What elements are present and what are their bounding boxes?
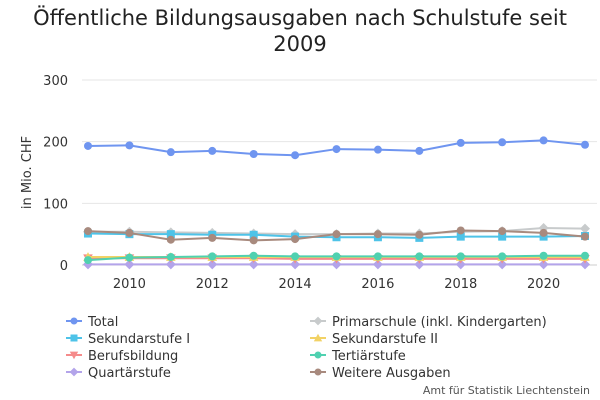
legend-label-weitere-ausgaben: Weitere Ausgaben	[332, 366, 451, 381]
y-tick-label-300: 300	[43, 74, 68, 89]
data-point-quart-rstufe-2019	[497, 259, 508, 270]
data-point-weitere-ausgaben-2020	[539, 228, 548, 237]
data-point-total-2019	[498, 138, 507, 147]
data-point-terti-rstufe-2019	[498, 252, 507, 261]
data-point-total-2020	[539, 136, 548, 145]
data-point-weitere-ausgaben-2018	[456, 226, 465, 235]
data-point-total-2021	[581, 140, 589, 149]
x-tick-label-2016: 2016	[361, 277, 394, 292]
data-point-weitere-ausgaben-2016	[373, 230, 382, 239]
data-point-terti-rstufe-2014	[291, 252, 300, 261]
chart-title-line-2: 2009	[273, 32, 327, 56]
data-point-weitere-ausgaben-2014	[291, 235, 300, 244]
data-point-quart-rstufe-2015	[331, 259, 342, 270]
legend-swatch-marker-weitere-ausgaben	[314, 368, 322, 376]
data-point-total-2017	[415, 146, 424, 155]
data-point-weitere-ausgaben-2017	[415, 230, 424, 239]
legend-label-berufsbildung: Berufsbildung	[88, 349, 178, 364]
data-point-quart-rstufe-2012	[207, 259, 218, 270]
data-point-weitere-ausgaben-2015	[332, 230, 341, 239]
data-point-total-2015	[332, 145, 341, 154]
y-tick-label-200: 200	[43, 136, 68, 151]
data-point-total-2018	[456, 138, 465, 147]
data-point-terti-rstufe-2015	[332, 252, 341, 261]
data-point-weitere-ausgaben-2009	[84, 227, 92, 236]
data-point-total-2010	[125, 141, 134, 150]
data-point-sekundarstufe-i-2011	[166, 230, 175, 239]
x-tick-label-2014: 2014	[279, 277, 312, 292]
data-point-terti-rstufe-2013	[249, 251, 258, 260]
data-point-terti-rstufe-2011	[166, 252, 175, 261]
data-point-terti-rstufe-2021	[581, 251, 589, 260]
data-point-quart-rstufe-2020	[538, 259, 549, 270]
legend-swatch-marker-terti-rstufe	[314, 351, 322, 359]
data-point-weitere-ausgaben-2021	[581, 232, 589, 241]
data-point-sekundarstufe-i-2018	[456, 232, 465, 241]
data-point-terti-rstufe-2020	[539, 251, 548, 260]
legend-label-quart-rstufe: Quartärstufe	[88, 366, 171, 381]
chart-title-line-1: Öffentliche Bildungsausgaben nach Schuls…	[33, 6, 567, 30]
data-point-terti-rstufe-2012	[208, 252, 217, 261]
legend-swatch-marker-quart-rstufe	[69, 367, 79, 377]
legend-swatch-marker-sekundarstufe-i	[70, 334, 78, 342]
data-point-total-2009	[84, 141, 92, 150]
legend-label-sekundarstufe-ii: Sekundarstufe II	[332, 332, 438, 347]
data-point-weitere-ausgaben-2010	[125, 228, 134, 237]
data-point-primarschule-inkl-kindergarten-2021	[580, 223, 590, 234]
data-point-quart-rstufe-2014	[290, 259, 301, 270]
data-point-quart-rstufe-2011	[165, 259, 176, 270]
data-point-total-2011	[166, 148, 175, 157]
legend-label-sekundarstufe-i: Sekundarstufe I	[88, 332, 190, 347]
x-tick-label-2018: 2018	[444, 277, 477, 292]
legend-swatch-marker-primarschule-inkl-kindergarten	[313, 316, 323, 326]
data-point-terti-rstufe-2018	[456, 252, 465, 261]
data-point-total-2014	[291, 151, 300, 160]
data-point-terti-rstufe-2017	[415, 252, 424, 261]
data-point-quart-rstufe-2016	[372, 259, 383, 270]
data-point-sekundarstufe-i-2013	[249, 230, 258, 239]
legend-label-terti-rstufe: Tertiärstufe	[331, 349, 406, 364]
data-point-quart-rstufe-2018	[455, 259, 466, 270]
data-point-terti-rstufe-2009	[84, 256, 92, 265]
x-tick-label-2020: 2020	[527, 277, 560, 292]
data-point-terti-rstufe-2016	[373, 252, 382, 261]
legend-label-total: Total	[87, 315, 118, 330]
y-axis-label: in Mio. CHF	[20, 136, 35, 209]
legend-label-primarschule-inkl-kindergarten: Primarschule (inkl. Kindergarten)	[332, 315, 547, 330]
x-tick-label-2012: 2012	[196, 277, 229, 292]
data-point-terti-rstufe-2010	[125, 253, 134, 262]
data-point-quart-rstufe-2010	[124, 259, 135, 270]
source-credit: Amt für Statistik Liechtenstein	[422, 384, 590, 397]
data-point-sekundarstufe-i-2019	[498, 232, 507, 241]
data-point-quart-rstufe-2013	[248, 259, 259, 270]
data-point-weitere-ausgaben-2013	[249, 236, 258, 245]
data-point-quart-rstufe-2017	[414, 259, 425, 270]
data-point-total-2013	[249, 150, 258, 158]
y-tick-label-100: 100	[43, 197, 68, 212]
legend-swatch-marker-berufsbildung	[69, 351, 79, 360]
data-point-quart-rstufe-2021	[580, 259, 590, 270]
data-point-total-2012	[208, 146, 217, 155]
data-point-weitere-ausgaben-2012	[208, 233, 217, 242]
data-point-total-2016	[373, 145, 382, 154]
data-point-weitere-ausgaben-2011	[166, 235, 175, 244]
data-point-weitere-ausgaben-2019	[498, 227, 507, 236]
x-tick-label-2010: 2010	[113, 277, 146, 292]
legend-swatch-marker-sekundarstufe-ii	[313, 333, 323, 342]
y-tick-label-0: 0	[60, 259, 68, 274]
legend-swatch-marker-total	[70, 317, 78, 325]
